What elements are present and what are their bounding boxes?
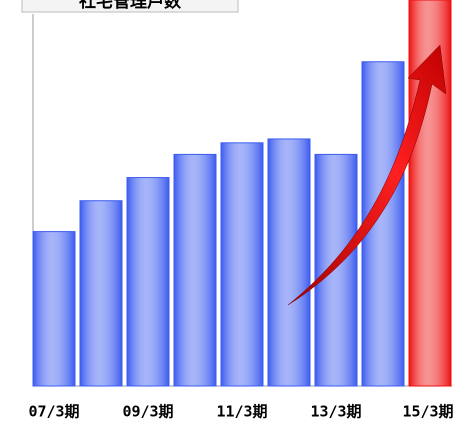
chart: 社宅管理戸数 07/3期 09/3期 11/3期 13/3期 15/3期 bbox=[0, 0, 466, 425]
bar bbox=[268, 139, 310, 386]
x-tick-label: 13/3期 bbox=[310, 403, 361, 421]
x-tick-label: 15/3期 bbox=[402, 403, 453, 421]
bar bbox=[33, 232, 75, 386]
x-tick-label: 11/3期 bbox=[216, 403, 267, 421]
bar bbox=[80, 201, 122, 386]
bar bbox=[315, 154, 357, 386]
x-tick-label: 09/3期 bbox=[122, 403, 173, 421]
page: 社宅管理戸数 07/3期09/3期11/3期13/3期15/3期 (() => … bbox=[0, 0, 466, 425]
bar bbox=[221, 143, 263, 386]
bar bbox=[127, 178, 169, 386]
x-tick-label: 07/3期 bbox=[28, 403, 79, 421]
chart-title: 社宅管理戸数 bbox=[78, 0, 182, 12]
bar bbox=[174, 154, 216, 386]
